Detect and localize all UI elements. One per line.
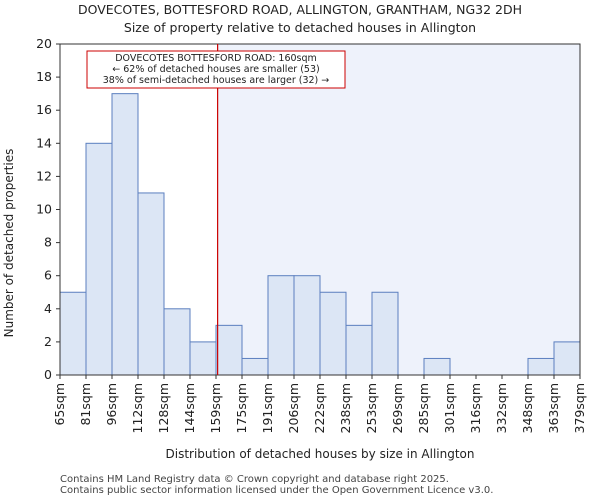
x-tick-label: 269sqm — [390, 383, 405, 433]
x-axis-label: Distribution of detached houses by size … — [166, 447, 475, 461]
footer-line-2: Contains public sector information licen… — [60, 485, 494, 496]
bar-238sqm — [345, 324, 373, 376]
x-tick-label: 159sqm — [208, 383, 223, 433]
x-tick-label: 253sqm — [364, 383, 379, 433]
chart-title: DOVECOTES, BOTTESFORD ROAD, ALLINGTON, G… — [78, 2, 522, 17]
bar-128sqm — [163, 308, 191, 376]
y-tick-label: 12 — [36, 168, 52, 183]
x-tick-label: 175sqm — [234, 383, 249, 433]
bar-363sqm — [553, 341, 581, 376]
x-tick-label: 206sqm — [286, 383, 301, 433]
x-tick-label: 81sqm — [78, 383, 93, 426]
x-tick-label: 348sqm — [520, 383, 535, 433]
x-tick-label: 301sqm — [442, 383, 457, 433]
x-tick-label: 65sqm — [52, 383, 67, 426]
x-tick-label: 238sqm — [338, 383, 353, 433]
x-tick-label: 285sqm — [416, 383, 431, 433]
bar-175sqm — [241, 357, 269, 376]
x-tick-label: 112sqm — [130, 383, 145, 433]
bar-191sqm — [267, 275, 295, 376]
bar-253sqm — [371, 291, 399, 376]
annotation-line-1: DOVECOTES BOTTESFORD ROAD: 160sqm — [115, 53, 317, 64]
y-tick-label: 4 — [44, 301, 52, 316]
bar-112sqm — [137, 192, 165, 376]
footer-line-1: Contains HM Land Registry data © Crown c… — [60, 474, 449, 485]
annotation-line-3: 38% of semi-detached houses are larger (… — [103, 75, 330, 86]
bar-96sqm — [111, 93, 139, 376]
x-tick-label: 128sqm — [156, 383, 171, 433]
y-tick-label: 10 — [36, 202, 52, 217]
annotation-box — [86, 50, 346, 89]
y-tick-label: 6 — [44, 268, 52, 283]
bar-285sqm — [423, 357, 451, 376]
bar-222sqm — [319, 291, 347, 376]
x-tick-label: 316sqm — [468, 383, 483, 433]
bar-348sqm — [527, 357, 555, 376]
y-tick-label: 18 — [36, 69, 52, 84]
bar-81sqm — [85, 142, 113, 376]
x-tick-label: 332sqm — [494, 383, 509, 433]
x-tick-label: 191sqm — [260, 383, 275, 433]
chart-subtitle: Size of property relative to detached ho… — [124, 20, 476, 35]
x-tick-label: 96sqm — [104, 383, 119, 426]
y-tick-label: 20 — [36, 36, 52, 51]
y-axis-label: Number of detached properties — [2, 149, 16, 338]
x-tick-label: 363sqm — [546, 383, 561, 433]
bar-144sqm — [189, 341, 217, 376]
x-tick-label: 379sqm — [572, 383, 587, 433]
y-tick-label: 8 — [44, 235, 52, 250]
y-tick-label: 16 — [36, 102, 52, 117]
x-tick-label: 144sqm — [182, 383, 197, 433]
x-tick-label: 222sqm — [312, 383, 327, 433]
bar-65sqm — [59, 291, 87, 376]
bar-159sqm — [215, 324, 243, 376]
chart: DOVECOTES, BOTTESFORD ROAD, ALLINGTON, G… — [2, 2, 587, 461]
bar-206sqm — [293, 275, 321, 376]
y-tick-label: 14 — [36, 135, 52, 150]
y-tick-label: 2 — [44, 334, 52, 349]
y-tick-label: 0 — [44, 367, 52, 382]
annotation-line-2: ← 62% of detached houses are smaller (53… — [112, 64, 319, 75]
